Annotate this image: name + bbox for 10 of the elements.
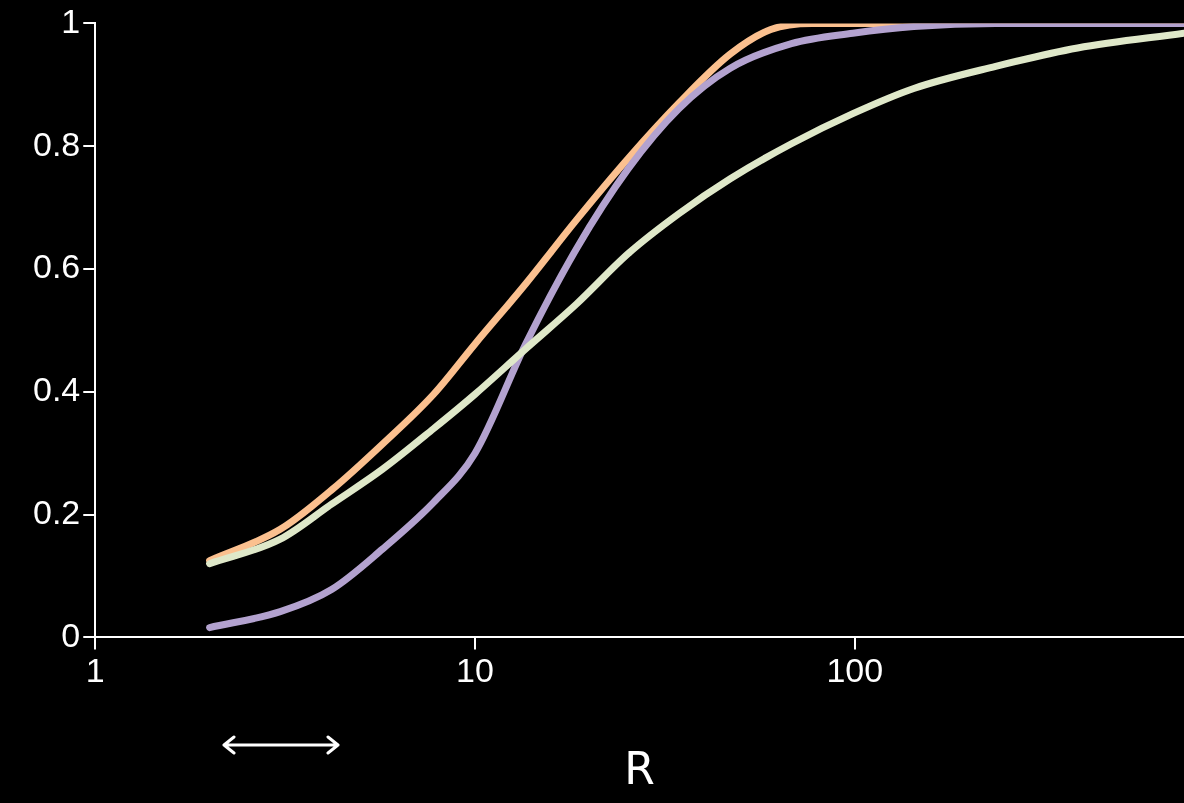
- y-tick-label: 1: [61, 1, 81, 40]
- y-tick-label: 0.6: [33, 247, 81, 286]
- y-tick-label: 0: [61, 615, 81, 654]
- x-tick-label: 10: [456, 651, 494, 690]
- y-tick-label: 0.4: [33, 370, 81, 409]
- y-tick-label: 0.2: [33, 492, 81, 531]
- x-axis-title: R: [624, 743, 655, 795]
- y-tick-label: 0.8: [33, 124, 81, 163]
- x-tick-label: 1: [85, 651, 105, 690]
- x-tick-label: 100: [826, 651, 884, 690]
